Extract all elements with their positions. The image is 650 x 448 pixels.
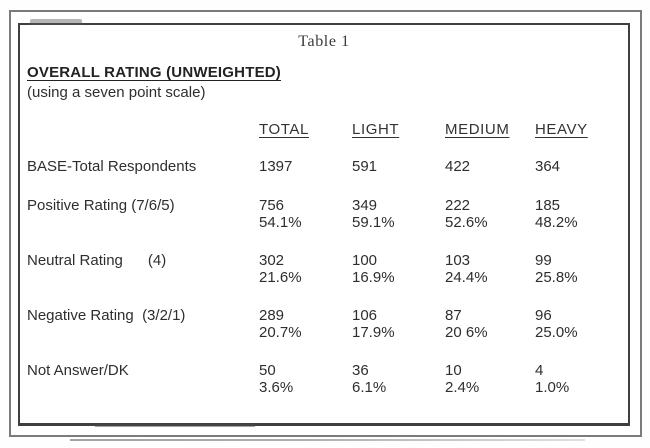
row-label: Not Answer/DK bbox=[27, 362, 129, 379]
cell-count: 10 bbox=[445, 362, 462, 379]
cell-count: 100 bbox=[352, 252, 378, 269]
cell-value: 422 bbox=[445, 158, 471, 175]
table-subtitle: (using a seven point scale) bbox=[27, 84, 206, 101]
table-caption: Table 1 bbox=[298, 33, 350, 50]
cell-count: 222 bbox=[445, 197, 471, 214]
row-label: BASE-Total Respondents bbox=[27, 158, 197, 175]
cell-count: 4 bbox=[535, 362, 544, 379]
cell-percent: 6.1% bbox=[352, 379, 387, 396]
cell-percent: 52.6% bbox=[445, 214, 488, 231]
row-label: Neutral Rating (4) bbox=[27, 252, 167, 269]
cell-count: 185 bbox=[535, 197, 561, 214]
cell-percent: 2.4% bbox=[445, 379, 480, 396]
table-row-negative: Negative Rating (3/2/1) 289 20.7% 106 17… bbox=[27, 307, 628, 341]
cell-percent: 25.0% bbox=[535, 324, 578, 341]
table-row-base: BASE-Total Respondents 1397 591 422 364 bbox=[27, 158, 628, 175]
cell-percent: 54.1% bbox=[259, 214, 302, 231]
cell-count: 99 bbox=[535, 252, 552, 269]
column-header-light: LIGHT bbox=[352, 121, 400, 138]
cell-count: 349 bbox=[352, 197, 378, 214]
cell-count: 756 bbox=[259, 197, 285, 214]
scan-artifact-smudge bbox=[30, 19, 82, 25]
table-title: OVERALL RATING (UNWEIGHTED) bbox=[27, 64, 281, 81]
table-row-positive: Positive Rating (7/6/5) 756 54.1% 349 59… bbox=[27, 197, 628, 231]
cell-percent: 3.6% bbox=[259, 379, 294, 396]
scan-artifact-streak bbox=[95, 424, 255, 427]
cell-count: 302 bbox=[259, 252, 285, 269]
data-table: TOTAL LIGHT MEDIUM HEAVY BASE-Total Resp… bbox=[27, 121, 628, 396]
header-spacer bbox=[27, 121, 259, 138]
cell-percent: 17.9% bbox=[352, 324, 395, 341]
cell-count: 96 bbox=[535, 307, 552, 324]
cell-percent: 59.1% bbox=[352, 214, 395, 231]
cell-percent: 20.7% bbox=[259, 324, 302, 341]
cell-count: 50 bbox=[259, 362, 276, 379]
column-header-total: TOTAL bbox=[259, 121, 309, 138]
column-header-medium: MEDIUM bbox=[445, 121, 510, 138]
cell-percent: 21.6% bbox=[259, 269, 302, 286]
row-label: Negative Rating (3/2/1) bbox=[27, 307, 186, 324]
cell-count: 87 bbox=[445, 307, 462, 324]
row-label: Positive Rating (7/6/5) bbox=[27, 197, 175, 214]
scan-artifact-shadow-line bbox=[70, 439, 585, 441]
table-border-frame: Table 1 OVERALL RATING (UNWEIGHTED) (usi… bbox=[18, 23, 630, 426]
cell-count: 289 bbox=[259, 307, 285, 324]
cell-percent: 16.9% bbox=[352, 269, 395, 286]
table-row-not-answer: Not Answer/DK 50 3.6% 36 6.1% 10 2.4% 4 bbox=[27, 362, 628, 396]
column-header-heavy: HEAVY bbox=[535, 121, 588, 138]
cell-count: 36 bbox=[352, 362, 369, 379]
cell-percent: 20 6% bbox=[445, 324, 488, 341]
cell-percent: 48.2% bbox=[535, 214, 578, 231]
table-row-neutral: Neutral Rating (4) 302 21.6% 100 16.9% 1… bbox=[27, 252, 628, 286]
cell-percent: 25.8% bbox=[535, 269, 578, 286]
cell-percent: 24.4% bbox=[445, 269, 488, 286]
column-header-row: TOTAL LIGHT MEDIUM HEAVY bbox=[27, 121, 628, 138]
cell-count: 106 bbox=[352, 307, 378, 324]
outer-border-frame: Table 1 OVERALL RATING (UNWEIGHTED) (usi… bbox=[9, 10, 642, 437]
cell-percent: 1.0% bbox=[535, 379, 570, 396]
cell-count: 103 bbox=[445, 252, 471, 269]
cell-value: 364 bbox=[535, 158, 561, 175]
cell-value: 591 bbox=[352, 158, 378, 175]
cell-value: 1397 bbox=[259, 158, 293, 175]
